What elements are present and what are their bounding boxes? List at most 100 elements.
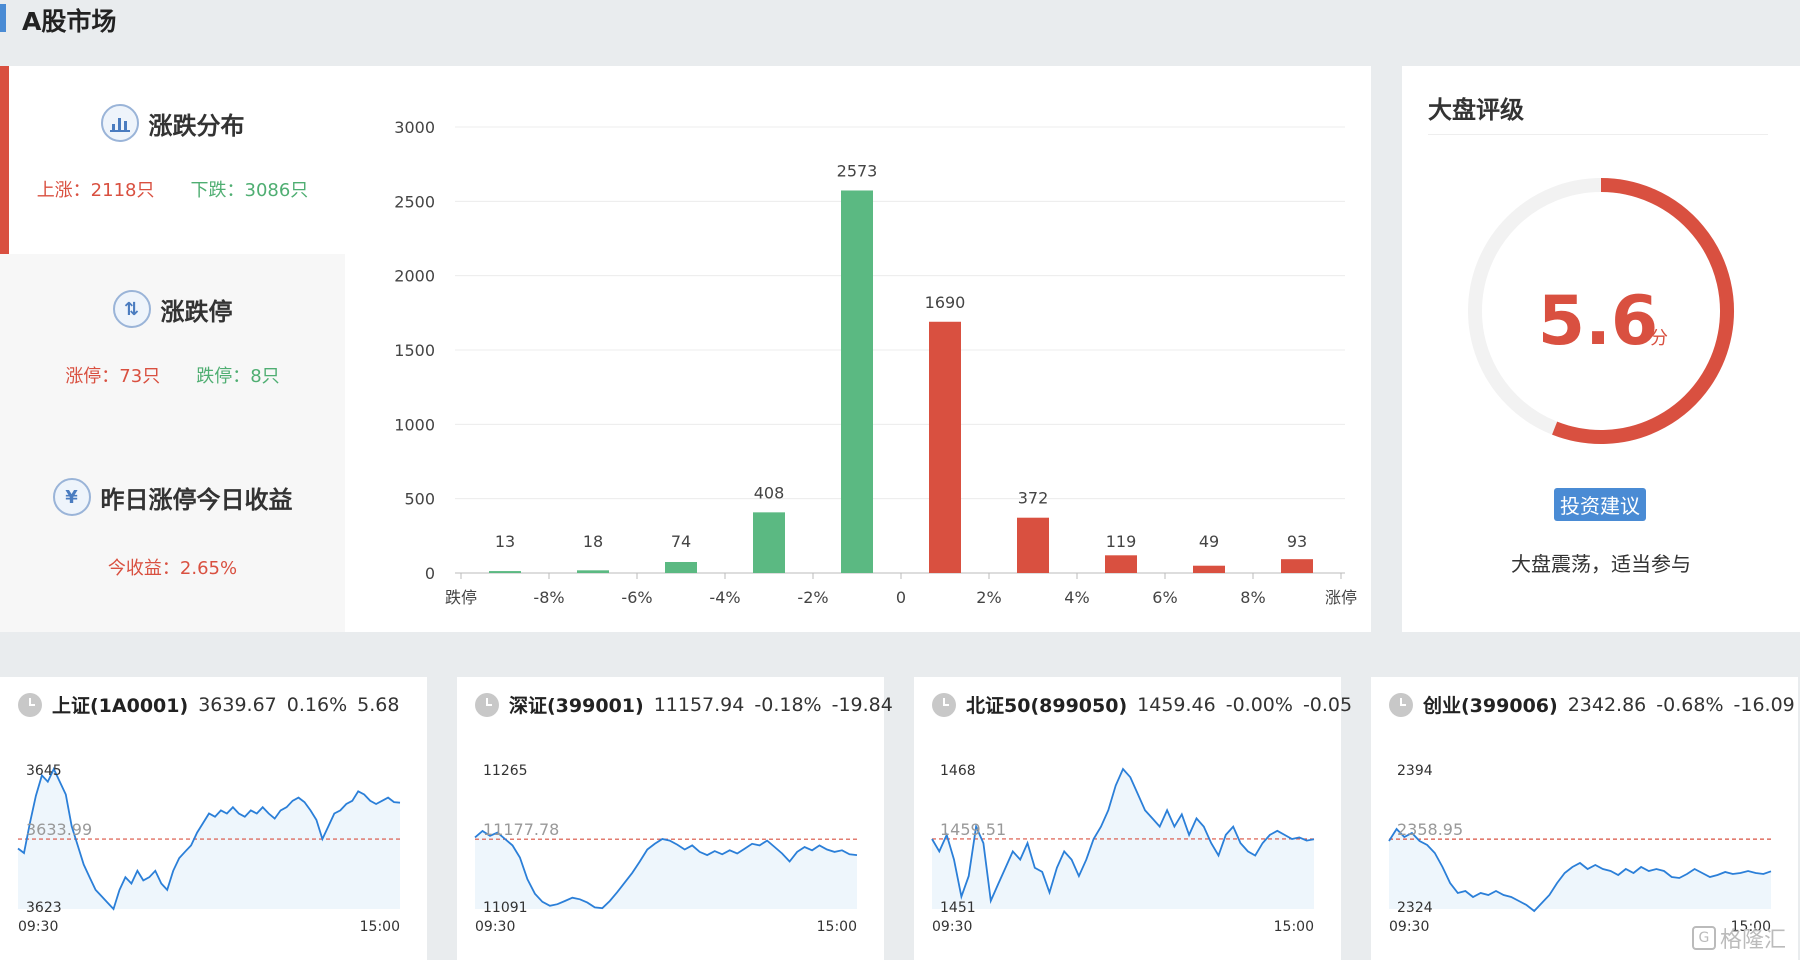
index-pct: 0.16% <box>286 693 348 716</box>
high-label: 1468 <box>940 763 976 779</box>
end-time-label: 15:00 <box>360 919 400 935</box>
page-title: A股市场 <box>22 7 117 36</box>
bar[interactable] <box>1017 517 1049 573</box>
x-tick-label: 4% <box>1064 588 1089 607</box>
investment-advice-badge[interactable]: 投资建议 <box>1554 488 1646 521</box>
intraday-chart: 1468 1459.51 1451 09:30 15:00 <box>931 763 1315 935</box>
index-pct: -0.18% <box>754 693 822 716</box>
x-tick-label: 0 <box>896 588 906 607</box>
stats-panel: 涨跌分布 上涨：2118只 下跌：3086只 ⇅ 涨跌停 涨停：73只 跌停：8… <box>0 66 1371 632</box>
index-change: 5.68 <box>357 693 400 716</box>
bar[interactable] <box>1105 555 1137 573</box>
y-tick-label: 1000 <box>394 415 435 434</box>
bar[interactable] <box>753 512 785 573</box>
rise-fall-distribution-chart: 0 500 1000 1500 2000 2500 3000 跌停 -8% -6% -4% -2% 0 2… <box>394 118 1357 607</box>
price-area <box>1389 829 1771 911</box>
x-tick-label: 6% <box>1152 588 1177 607</box>
x-tick-label: -6% <box>621 588 652 607</box>
tab-head: 涨跌分布 <box>0 104 345 142</box>
y-tick-label: 500 <box>404 490 435 509</box>
high-label: 11265 <box>483 763 528 779</box>
tab-head: ⇅ 涨跌停 <box>0 290 345 328</box>
price-line <box>17 766 401 911</box>
limit-down-count: 跌停：8只 <box>196 366 280 387</box>
low-label: 1451 <box>940 900 976 916</box>
index-card-chinext[interactable]: 创业(399006) 2342.86 -0.68% -16.09 2394 235… <box>1371 677 1798 960</box>
index-name: 上证(1A0001) <box>52 695 189 717</box>
stats-tab-list: 涨跌分布 上涨：2118只 下跌：3086只 ⇅ 涨跌停 涨停：73只 跌停：8… <box>0 66 345 632</box>
end-time-label: 15:00 <box>1731 919 1771 935</box>
index-name: 北证50(899050) <box>966 695 1128 717</box>
tab-title: 涨跌停 <box>160 297 233 326</box>
index-header: 北证50(899050) 1459.46 -0.00% -0.05 <box>932 691 1352 718</box>
index-name: 深证(399001) <box>509 695 644 717</box>
bar[interactable] <box>489 571 521 573</box>
index-change: -19.84 <box>831 693 893 716</box>
index-card-shanghai[interactable]: 上证(1A0001) 3639.67 0.16% 5.68 3645 3633.9… <box>0 677 427 960</box>
tab-limit-up-down[interactable]: ⇅ 涨跌停 涨停：73只 跌停：8只 <box>0 254 345 442</box>
index-value: 1459.46 <box>1137 693 1216 716</box>
y-tick-label: 1500 <box>394 341 435 360</box>
index-value: 11157.94 <box>653 693 745 716</box>
up-down-arrows-icon: ⇅ <box>112 290 151 328</box>
rise-count: 上涨：2118只 <box>36 180 155 201</box>
price-line <box>931 767 1315 905</box>
prev-close-label: 2358.95 <box>1397 820 1463 839</box>
x-tick-label: 涨停 <box>1325 588 1357 607</box>
tab-stats: 上涨：2118只 下跌：3086只 <box>0 176 345 202</box>
bar-value-label: 2573 <box>837 161 878 180</box>
bar-value-label: 13 <box>495 532 515 551</box>
bar[interactable] <box>1281 559 1313 573</box>
tab-stats: 今收益：2.65% <box>0 554 345 580</box>
x-tick-label: 8% <box>1240 588 1265 607</box>
bar-value-label: 119 <box>1106 532 1137 551</box>
bar[interactable] <box>665 561 697 573</box>
tab-rise-fall-distribution[interactable]: 涨跌分布 上涨：2118只 下跌：3086只 <box>0 66 345 254</box>
high-label: 3645 <box>26 763 62 779</box>
intraday-chart: 3645 3633.99 3623 09:30 15:00 <box>17 763 401 935</box>
bar-value-label: 93 <box>1287 532 1307 551</box>
rating-unit: 分 <box>1650 328 1668 349</box>
index-header: 上证(1A0001) 3639.67 0.16% 5.68 <box>18 691 399 718</box>
index-value: 2342.86 <box>1567 693 1647 716</box>
watermark: G 格隆汇 <box>1691 922 1786 954</box>
yen-icon: ¥ <box>52 478 91 516</box>
x-tick-label: 2% <box>976 588 1001 607</box>
prev-close-label: 3633.99 <box>26 820 92 839</box>
low-label: 11091 <box>483 900 528 916</box>
end-time-label: 15:00 <box>817 919 857 935</box>
x-tick-label: -8% <box>533 588 564 607</box>
low-label: 2324 <box>1397 900 1433 916</box>
price-line <box>1388 827 1772 913</box>
index-pct: -0.00% <box>1225 693 1293 716</box>
watermark-logo-icon: G <box>1691 926 1716 950</box>
tab-yesterday-limit-up-return[interactable]: ¥ 昨日涨停今日收益 今收益：2.65% <box>0 442 345 632</box>
prev-close-label: 1459.51 <box>940 820 1006 839</box>
title-accent <box>0 4 6 32</box>
x-tick-label: 跌停 <box>445 588 477 607</box>
bar-value-label: 408 <box>754 483 785 502</box>
y-tick-label: 0 <box>425 564 435 583</box>
start-time-label: 09:30 <box>475 919 515 935</box>
page-header: A股市场 <box>0 0 1800 38</box>
index-header: 创业(399006) 2342.86 -0.68% -16.09 <box>1389 691 1795 718</box>
bar[interactable] <box>1193 565 1225 573</box>
index-card-beijing50[interactable]: 北证50(899050) 1459.46 -0.00% -0.05 1468 14… <box>914 677 1352 960</box>
price-area <box>475 831 857 909</box>
bar[interactable] <box>577 570 609 573</box>
rating-title: 大盘评级 <box>1428 96 1524 124</box>
low-label: 3623 <box>26 900 62 916</box>
today-return: 今收益：2.65% <box>107 558 238 579</box>
tab-head: ¥ 昨日涨停今日收益 <box>0 478 345 516</box>
start-time-label: 09:30 <box>932 919 972 935</box>
index-card-shenzhen[interactable]: 深证(399001) 11157.94 -0.18% -19.84 11265 1… <box>457 677 893 960</box>
bar[interactable] <box>841 190 873 574</box>
end-time-label: 15:00 <box>1274 919 1314 935</box>
clock-icon <box>475 692 499 717</box>
tab-stats: 涨停：73只 跌停：8只 <box>0 362 345 388</box>
start-time-label: 09:30 <box>18 919 58 935</box>
bar[interactable] <box>929 321 961 573</box>
x-tick-label: -4% <box>709 588 740 607</box>
bar-value-label: 372 <box>1018 489 1049 508</box>
x-tick-label: -2% <box>797 588 828 607</box>
